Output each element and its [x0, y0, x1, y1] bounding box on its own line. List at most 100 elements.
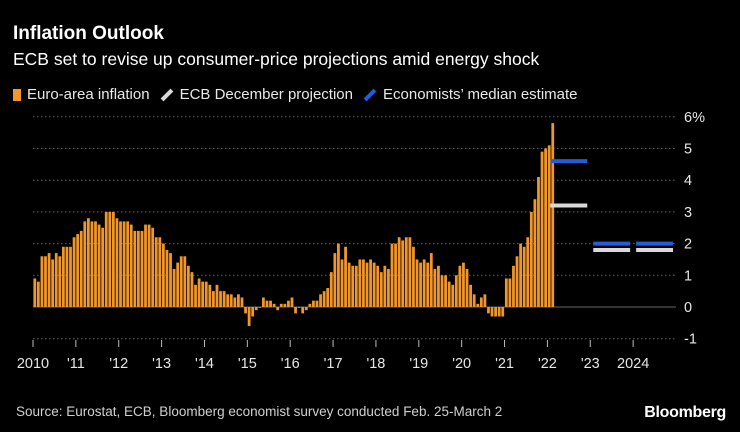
y-tick-label: 5 [684, 142, 692, 158]
inflation-bar [54, 253, 58, 307]
inflation-bar [165, 249, 169, 307]
inflation-bar [304, 307, 308, 311]
inflation-bar [190, 272, 194, 307]
inflation-bar [215, 284, 219, 307]
x-tick-label: 2024 [617, 356, 649, 372]
inflation-bar [133, 230, 137, 307]
inflation-bar [319, 294, 322, 307]
inflation-bar [94, 221, 97, 307]
inflation-bar [158, 237, 162, 307]
inflation-bar [508, 278, 512, 307]
inflation-bar [47, 253, 51, 307]
inflation-bar [61, 246, 65, 307]
inflation-bar [251, 307, 255, 317]
inflation-bar [426, 262, 430, 307]
inflation-bar [301, 307, 305, 314]
inflation-bar [494, 307, 497, 317]
y-tick-label: 2 [684, 237, 692, 253]
inflation-bar [79, 230, 83, 307]
inflation-bar [297, 307, 301, 308]
y-tick-label: 6% [684, 110, 705, 126]
inflation-bar [412, 246, 415, 307]
inflation-bar [340, 259, 344, 307]
inflation-bar [101, 227, 105, 307]
inflation-bar [519, 243, 523, 307]
x-tick-label: '15 [238, 356, 257, 372]
inflation-bar [390, 243, 394, 307]
inflation-bar [379, 272, 383, 307]
y-tick-label: 4 [684, 173, 692, 189]
inflation-bar [372, 262, 376, 307]
inflation-bar [537, 177, 540, 307]
inflation-bar [272, 303, 276, 307]
inflation-bar [179, 256, 183, 307]
inflation-bar [294, 307, 297, 314]
y-tick-label: 1 [684, 268, 692, 284]
inflation-bar [229, 294, 233, 307]
inflation-bar [458, 265, 462, 307]
inflation-bar [397, 237, 401, 307]
inflation-bar [183, 256, 187, 307]
inflation-bar [440, 275, 444, 307]
inflation-bar [265, 300, 269, 307]
inflation-bar [208, 284, 212, 307]
x-tick-label: '17 [324, 356, 343, 372]
inflation-bar [290, 297, 294, 307]
inflation-bar [512, 265, 515, 307]
inflation-bar [483, 294, 487, 307]
inflation-bar [212, 291, 215, 307]
inflation-bar [90, 221, 94, 307]
inflation-bar [176, 262, 180, 307]
inflation-bar [465, 268, 469, 307]
inflation-bar [33, 278, 37, 307]
legend-item-inflation: Euro-area inflation [13, 86, 150, 103]
x-tick-label: '19 [409, 356, 428, 372]
inflation-bar [347, 262, 351, 307]
legend-item-estimate: Economists’ median estimate [363, 86, 578, 103]
inflation-bar [333, 253, 337, 307]
inflation-bar [226, 294, 230, 307]
inflation-bar [540, 151, 544, 307]
inflation-bar [237, 294, 240, 307]
inflation-bar [233, 297, 237, 307]
inflation-bar [501, 307, 505, 317]
inflation-bar [479, 297, 483, 307]
inflation-bar [476, 303, 480, 307]
inflation-bar [497, 307, 501, 317]
inflation-bar [111, 211, 115, 307]
inflation-bar [490, 307, 494, 317]
inflation-bar [404, 237, 408, 307]
inflation-bar [354, 265, 358, 307]
inflation-bar [161, 243, 165, 307]
inflation-bar [136, 230, 140, 307]
legend-label-projection: ECB December projection [179, 86, 353, 103]
inflation-bar [244, 307, 247, 314]
inflation-bar [147, 224, 151, 307]
inflation-bar [151, 227, 155, 307]
inflation-bar [454, 275, 458, 307]
inflation-bar [322, 291, 326, 307]
inflation-bar [387, 268, 390, 307]
inflation-bar [144, 224, 147, 307]
inflation-bar [308, 303, 312, 307]
inflation-bar [169, 253, 172, 307]
inflation-bar [362, 259, 365, 307]
inflation-bar [97, 224, 101, 307]
x-tick-label: '23 [581, 356, 600, 372]
y-tick-label: 3 [684, 205, 692, 221]
inflation-bar [51, 259, 55, 307]
inflation-bar [122, 221, 126, 307]
inflation-bar [376, 265, 380, 307]
legend-label-estimate: Economists’ median estimate [383, 86, 578, 103]
chart-subtitle: ECB set to revise up consumer-price proj… [13, 49, 540, 69]
inflation-bar [408, 237, 412, 307]
inflation-bar [447, 281, 451, 307]
inflation-bar [344, 246, 347, 307]
x-tick-label: 2010 [17, 356, 49, 372]
x-tick-label: '12 [109, 356, 128, 372]
y-tick-label: -1 [684, 332, 697, 348]
inflation-bar [462, 262, 465, 307]
legend-item-projection: ECB December projection [160, 86, 353, 103]
inflation-bar [444, 275, 447, 307]
